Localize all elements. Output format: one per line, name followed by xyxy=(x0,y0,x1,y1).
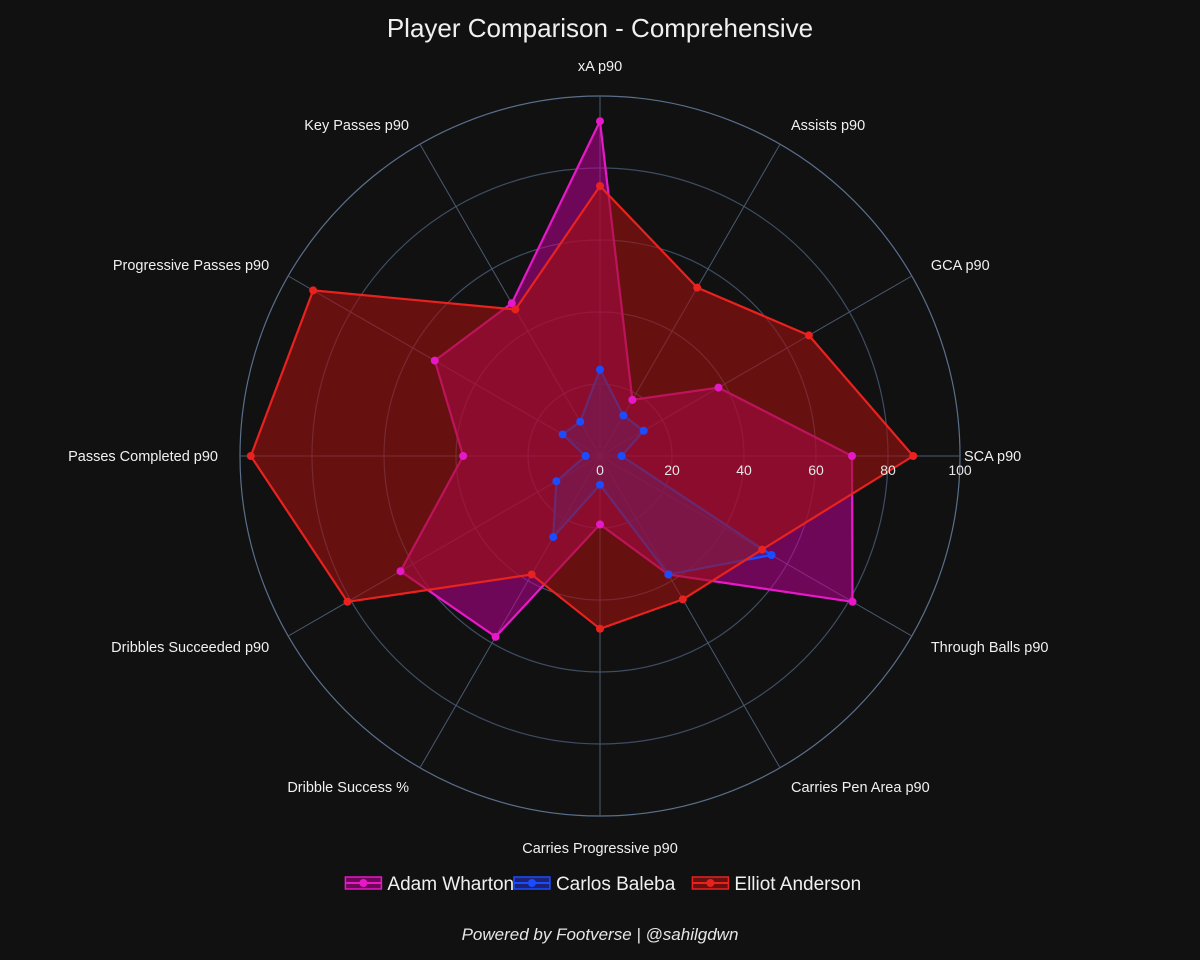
axis-label: GCA p90 xyxy=(931,258,990,274)
data-point-adam-wharton xyxy=(848,452,856,460)
legend-label: Carlos Baleba xyxy=(556,874,676,895)
chart-title: Player Comparison - Comprehensive xyxy=(387,13,813,43)
data-point-elliot-anderson xyxy=(758,545,767,554)
legend-label: Adam Wharton xyxy=(387,874,514,895)
data-point-elliot-anderson xyxy=(343,597,352,606)
data-point-elliot-anderson xyxy=(246,452,255,460)
data-point-adam-wharton xyxy=(628,395,637,404)
data-point-carlos-baleba xyxy=(558,430,567,439)
data-point-carlos-baleba xyxy=(549,533,558,542)
axis-label: Progressive Passes p90 xyxy=(113,258,269,274)
legend-item-adam-wharton: Adam Wharton xyxy=(344,874,514,895)
data-point-elliot-anderson xyxy=(596,624,604,633)
data-point-carlos-baleba xyxy=(596,480,604,489)
axis-label: Dribble Success % xyxy=(287,780,409,796)
series-areas xyxy=(246,117,918,641)
axis-label: Assists p90 xyxy=(791,118,865,134)
data-point-elliot-anderson xyxy=(596,182,604,190)
data-point-carlos-baleba xyxy=(767,551,776,559)
radial-tick-label: 0 xyxy=(596,462,604,478)
data-point-elliot-anderson xyxy=(527,570,536,579)
axis-label: Passes Completed p90 xyxy=(68,449,218,465)
radial-tick-labels: 0 20 40 60 80 100 xyxy=(596,462,972,478)
data-point-carlos-baleba xyxy=(581,452,590,460)
radial-tick-label: 40 xyxy=(736,462,752,478)
data-point-adam-wharton xyxy=(596,117,604,126)
footer-credit: Powered by Footverse | @sahilgdwn xyxy=(462,925,739,944)
legend-marker xyxy=(527,879,536,887)
axis-label: Carries Progressive p90 xyxy=(522,841,678,857)
axis-label: SCA p90 xyxy=(964,449,1021,465)
data-point-adam-wharton xyxy=(507,299,516,308)
data-point-elliot-anderson xyxy=(804,331,813,340)
radial-tick-label: 20 xyxy=(664,462,680,478)
data-point-elliot-anderson xyxy=(511,305,520,314)
axis-label: Carries Pen Area p90 xyxy=(791,780,930,796)
axis-label: xA p90 xyxy=(578,59,622,75)
data-point-carlos-baleba xyxy=(617,452,626,460)
axis-label: Through Balls p90 xyxy=(931,640,1049,656)
axis-labels: SCA p90 GCA p90 Assists p90 xA p90 Key Passe… xyxy=(68,59,1048,857)
data-point-carlos-baleba xyxy=(664,570,673,579)
data-point-adam-wharton xyxy=(714,383,723,392)
radial-tick-label: 60 xyxy=(808,462,824,478)
radial-tick-label: 100 xyxy=(948,462,972,478)
legend-item-elliot-anderson: Elliot Anderson xyxy=(691,874,861,895)
data-point-adam-wharton xyxy=(848,597,857,606)
data-point-carlos-baleba xyxy=(552,477,561,486)
data-point-carlos-baleba xyxy=(576,417,585,426)
data-point-carlos-baleba xyxy=(639,426,648,435)
legend-item-carlos-baleba: Carlos Baleba xyxy=(513,874,676,895)
legend-marker xyxy=(359,879,368,887)
radial-tick-label: 80 xyxy=(880,462,896,478)
data-point-adam-wharton xyxy=(596,520,604,529)
data-point-carlos-baleba xyxy=(619,411,628,420)
data-point-elliot-anderson xyxy=(309,286,318,295)
legend-label: Elliot Anderson xyxy=(734,874,861,895)
data-point-adam-wharton xyxy=(430,356,439,365)
data-point-adam-wharton xyxy=(459,452,468,460)
data-point-elliot-anderson xyxy=(909,452,918,460)
data-point-adam-wharton xyxy=(491,632,500,641)
axis-label: Key Passes p90 xyxy=(304,118,409,134)
data-point-elliot-anderson xyxy=(678,595,687,604)
legend-marker xyxy=(706,879,715,887)
axis-label: Dribbles Succeeded p90 xyxy=(111,640,269,656)
data-point-carlos-baleba xyxy=(596,365,604,374)
data-point-adam-wharton xyxy=(396,567,405,576)
data-point-elliot-anderson xyxy=(693,283,702,292)
legend: Adam Wharton Carlos Baleba Elliot Anderson xyxy=(344,874,861,895)
